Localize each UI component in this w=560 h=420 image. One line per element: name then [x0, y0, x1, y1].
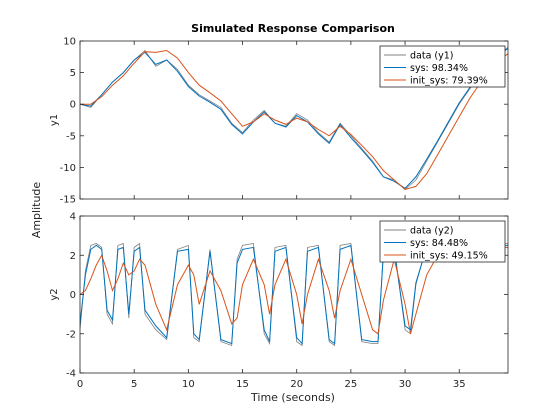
legend-label: data (y1) — [410, 51, 454, 62]
legend: data (y2)sys: 84.48% init_sys: 49.15% — [379, 220, 506, 263]
y-tick-label: -4 — [66, 369, 76, 380]
x-tick-label: 35 — [453, 379, 466, 390]
y-tick-label: -2 — [66, 329, 76, 340]
y-tick-label: -10 — [60, 163, 76, 174]
x-tick-label: 10 — [182, 379, 195, 390]
y-tick-label: 0 — [70, 290, 76, 301]
series-group — [80, 242, 508, 347]
legend-label: init_sys: 79.39% — [410, 76, 488, 87]
legend-label: init_sys: 49.15% — [410, 251, 488, 262]
y-tick-label: 5 — [70, 68, 76, 79]
y-tick-label: 2 — [70, 251, 76, 262]
y-tick-label: 0 — [70, 100, 76, 111]
series-line-sys — [80, 244, 508, 345]
legend-label: data (y2) — [410, 226, 454, 237]
subplot-y-label: y2 — [49, 288, 60, 300]
subplot-y-label: y1 — [49, 114, 60, 126]
y-tick-label: -15 — [60, 195, 76, 206]
x-tick-label: 0 — [77, 379, 83, 390]
axes-box — [79, 40, 509, 200]
y-axis-label: Amplitude — [30, 182, 43, 239]
x-tick-label: 30 — [399, 379, 412, 390]
x-tick-label: 5 — [131, 379, 137, 390]
legend-label: sys: 98.34% — [410, 63, 468, 74]
series-group — [80, 46, 508, 191]
x-axis-label: Time (seconds) — [250, 391, 335, 404]
axes-1: 10 5 0 -5 -10 -15 y1 data (y1)sys: 98.34% init_s… — [49, 37, 509, 206]
series-line-init_sys — [80, 49, 508, 191]
x-tick-label: 20 — [290, 379, 303, 390]
y-tick-label: -5 — [66, 131, 76, 142]
x-tick-label: 25 — [345, 379, 358, 390]
legend: data (y1)sys: 98.34% init_sys: 79.39% — [379, 45, 506, 88]
series-line-init_sys — [80, 246, 508, 335]
y-tick-label: 10 — [63, 37, 76, 48]
y-tick-label: 4 — [70, 212, 76, 223]
legend-label: sys: 84.48% — [410, 238, 468, 249]
chart-title: Simulated Response Comparison — [191, 22, 395, 35]
x-tick-label: 15 — [236, 379, 249, 390]
